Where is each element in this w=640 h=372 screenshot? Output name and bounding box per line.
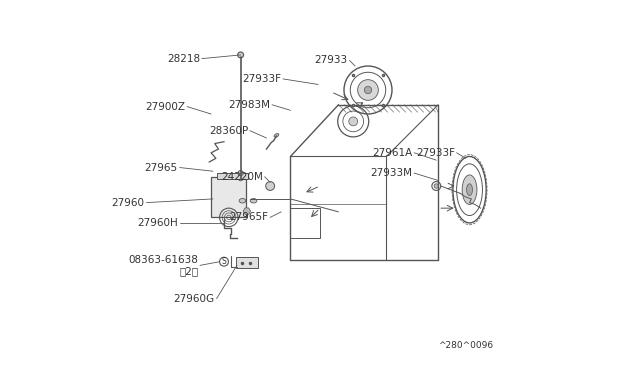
Text: 27965F: 27965F [229, 212, 268, 222]
Ellipse shape [250, 199, 257, 203]
Polygon shape [243, 208, 251, 214]
FancyBboxPatch shape [211, 177, 246, 217]
Text: 24220M: 24220M [221, 172, 263, 182]
Ellipse shape [467, 184, 472, 196]
Ellipse shape [462, 175, 477, 205]
Text: ^280^0096: ^280^0096 [438, 341, 493, 350]
Text: 27900Z: 27900Z [145, 102, 185, 112]
Circle shape [237, 52, 244, 58]
Text: 27933F: 27933F [416, 148, 455, 158]
Text: 28218: 28218 [167, 54, 200, 64]
Text: S: S [221, 257, 227, 266]
Text: 27983M: 27983M [228, 100, 270, 110]
Circle shape [358, 80, 378, 100]
Circle shape [364, 86, 372, 94]
Ellipse shape [274, 134, 279, 137]
Text: 27960G: 27960G [173, 294, 215, 304]
Circle shape [266, 182, 275, 190]
Circle shape [434, 184, 438, 188]
Text: 27933F: 27933F [242, 74, 281, 84]
Circle shape [349, 117, 358, 126]
FancyBboxPatch shape [236, 257, 258, 268]
FancyBboxPatch shape [216, 173, 248, 179]
Text: 27965: 27965 [145, 163, 178, 173]
Text: 27960: 27960 [111, 198, 145, 208]
Text: 27933M: 27933M [371, 168, 412, 178]
Circle shape [238, 170, 243, 176]
Circle shape [239, 176, 243, 181]
Text: 28360P: 28360P [209, 126, 248, 136]
Text: 27933: 27933 [315, 55, 348, 65]
Ellipse shape [239, 199, 246, 203]
Text: 27961A: 27961A [372, 148, 412, 158]
Text: 08363-61638
（2）: 08363-61638 （2） [128, 254, 198, 276]
Text: 27960H: 27960H [137, 218, 178, 228]
